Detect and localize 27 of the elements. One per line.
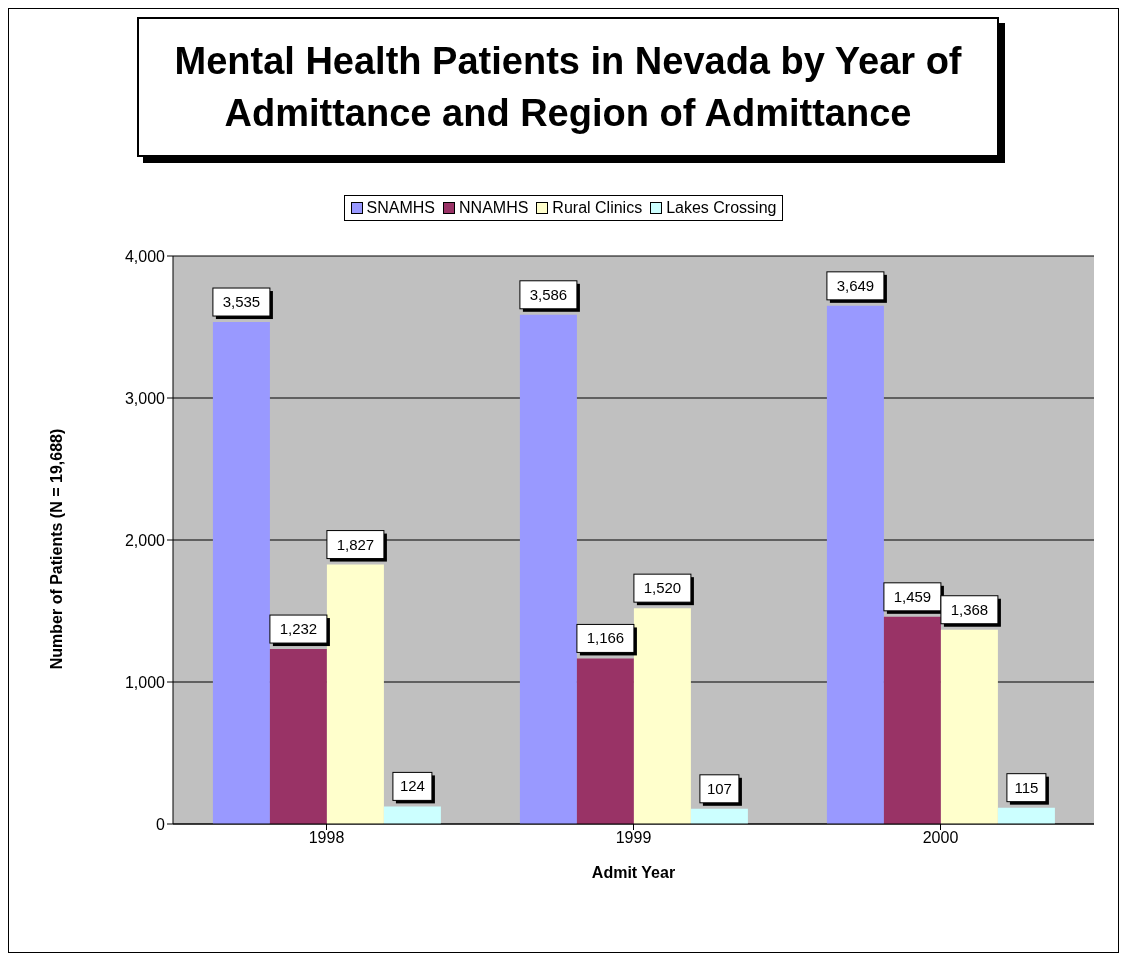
x-tick-label: 1998 <box>308 829 345 847</box>
data-label: 3,649 <box>836 276 875 294</box>
legend-label: NNAMHS <box>458 199 529 217</box>
data-label: 107 <box>706 779 732 797</box>
y-axis-title: Number of Patients (N = 19,688) <box>48 428 66 670</box>
legend-label: SNAMHS <box>365 199 436 217</box>
chart-title: Mental Health Patients in Nevada by Year of Admittance and Region of Admittance <box>137 17 999 157</box>
data-label: 1,520 <box>643 579 682 597</box>
y-tick-label: 3,000 <box>124 389 166 407</box>
y-tick-label: 0 <box>156 815 166 833</box>
data-label: 1,232 <box>279 620 318 638</box>
data-label: 3,586 <box>529 285 568 303</box>
x-tick-label: 1999 <box>615 829 652 847</box>
y-tick-label: 4,000 <box>124 247 166 265</box>
legend-label: Rural Clinics <box>551 199 643 217</box>
x-tick-label: 2000 <box>922 829 959 847</box>
data-label: 1,368 <box>950 600 989 618</box>
data-label: 115 <box>1014 778 1039 796</box>
y-tick-label: 2,000 <box>124 531 166 549</box>
data-label: 3,535 <box>222 293 261 311</box>
data-label: 1,166 <box>586 629 625 647</box>
data-label: 124 <box>399 777 425 795</box>
x-axis-title: Admit Year <box>590 864 677 882</box>
y-tick-label: 1,000 <box>124 673 166 691</box>
data-label: 1,459 <box>893 587 932 605</box>
legend-label: Lakes Crossing <box>665 199 777 217</box>
data-label: 1,827 <box>336 535 375 553</box>
